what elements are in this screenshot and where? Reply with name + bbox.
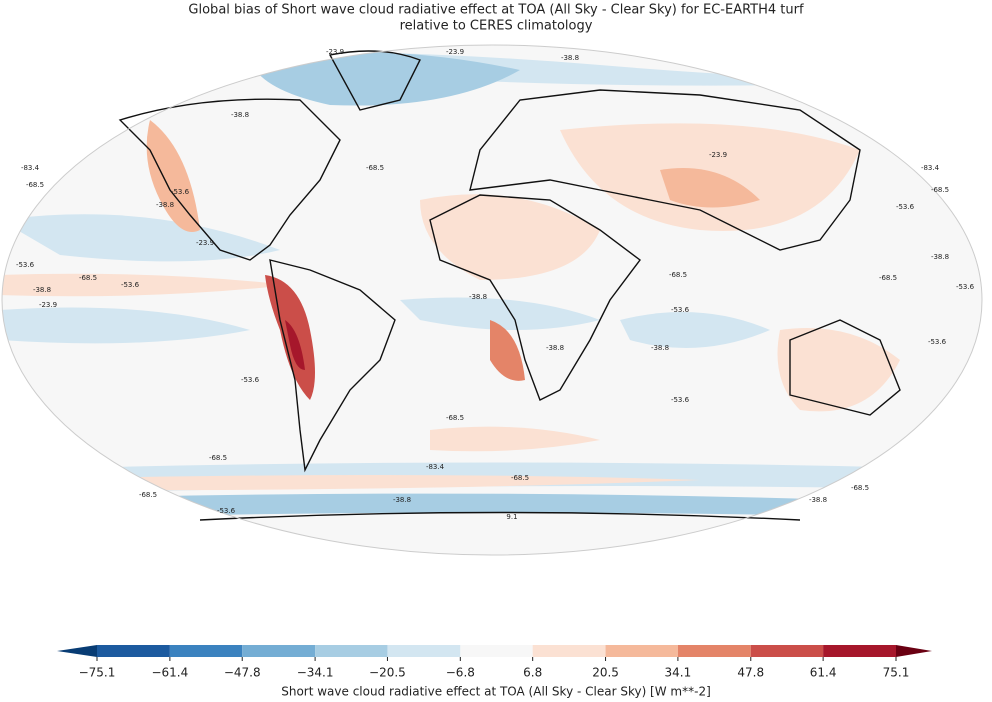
contour-label: -23.9 [446, 48, 464, 56]
contour-label: -83.4 [21, 164, 40, 172]
contour-label: -68.5 [79, 274, 97, 282]
colorbar-tick-label: 34.1 [665, 666, 692, 680]
contour-label: -38.8 [393, 496, 411, 504]
contour-label: -68.5 [851, 484, 869, 492]
contour-label: -38.8 [469, 293, 487, 301]
colorbar-tick-label: 20.5 [592, 666, 619, 680]
contour-label: -53.6 [171, 188, 190, 196]
contour-label: -68.5 [366, 164, 384, 172]
colorbar-label: Short wave cloud radiative effect at TOA… [281, 685, 711, 699]
colorbar-bin [532, 645, 606, 657]
contour-label: -53.6 [671, 396, 690, 404]
contour-label: -83.4 [921, 164, 940, 172]
contour-label: -53.6 [217, 507, 236, 515]
contour-label: -53.6 [896, 203, 915, 211]
contour-label: -38.8 [156, 201, 174, 209]
contour-label: -53.6 [671, 306, 690, 314]
contour-label: -38.8 [33, 286, 51, 294]
contour-label: -68.5 [879, 274, 897, 282]
colorbar-bin [97, 645, 170, 657]
contour-label: -83.4 [426, 463, 445, 471]
contour-label: -68.5 [931, 186, 949, 194]
bias-field [2, 51, 982, 520]
contour-label: -68.5 [511, 474, 529, 482]
contour-label: -68.5 [139, 491, 157, 499]
colorbar-tick-label: −61.4 [151, 666, 188, 680]
contour-label: -53.6 [121, 281, 140, 289]
contour-label: -53.6 [928, 338, 947, 346]
contour-label: -68.5 [209, 454, 227, 462]
colorbar-tick-label: −75.1 [79, 666, 116, 680]
contour-label: -53.6 [241, 376, 260, 384]
colorbar-bin [387, 645, 461, 657]
colorbar-bin [169, 645, 243, 657]
colorbar-tick-label: 61.4 [810, 666, 837, 680]
colorbar-extend-low [57, 645, 97, 657]
coastlines [118, 50, 901, 521]
contour-label: -23.9 [709, 151, 727, 159]
contour-label: -38.8 [809, 496, 827, 504]
colorbar-tick-label: −6.8 [446, 666, 475, 680]
contour-label: -38.8 [546, 344, 564, 352]
colorbar-bin [823, 645, 896, 657]
colorbar-extend-high [896, 645, 932, 657]
globe-edge [1, 44, 983, 556]
colorbar-tick-label: 75.1 [883, 666, 910, 680]
contour-label: -38.8 [931, 253, 949, 261]
map: -23.9 -23.9 -38.8 -38.8 -83.4 -68.5 -53.6 -38.8… [1, 44, 983, 556]
contour-label: -68.5 [446, 414, 464, 422]
contour-label: -38.8 [231, 111, 249, 119]
contour-label: -68.5 [669, 271, 687, 279]
colorbar-bin [750, 645, 824, 657]
contour-label: -23.9 [39, 301, 57, 309]
contour-label: -53.6 [956, 283, 975, 291]
colorbar: −75.1 −61.4 −47.8 −34.1 −20.5 −6.8 6.8 20.5 34.1… [57, 645, 932, 680]
contour-label: -68.5 [26, 181, 44, 189]
contour-label: -23.9 [326, 48, 344, 56]
colorbar-tick-label: −47.8 [224, 666, 261, 680]
contour-label: -38.8 [651, 344, 669, 352]
colorbar-tick-label: −20.5 [369, 666, 406, 680]
colorbar-bin [242, 645, 316, 657]
contour-label: -38.8 [561, 54, 579, 62]
title-line: relative to CERES climatology [400, 19, 593, 34]
contour-label: 9.1 [506, 513, 517, 521]
colorbar-bin [315, 645, 388, 657]
colorbar-tick-label: 6.8 [523, 666, 542, 680]
contour-label: -23.9 [196, 239, 214, 247]
contour-label: -53.6 [16, 261, 35, 269]
colorbar-tick-label: 47.8 [737, 666, 764, 680]
colorbar-bin [605, 645, 678, 657]
colorbar-tick-label: −34.1 [297, 666, 334, 680]
colorbar-bin [677, 645, 751, 657]
colorbar-bin [460, 645, 533, 657]
title-line: Global bias of Short wave cloud radiativ… [188, 3, 804, 18]
